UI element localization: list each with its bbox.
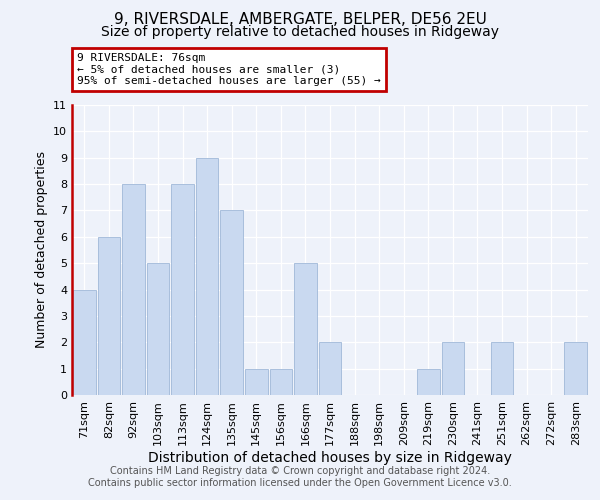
Bar	[196, 158, 218, 395]
Text: 9 RIVERSDALE: 76sqm
← 5% of detached houses are smaller (3)
95% of semi-detached: 9 RIVERSDALE: 76sqm ← 5% of detached hou…	[77, 53, 381, 86]
Bar	[73, 290, 95, 395]
Text: Size of property relative to detached houses in Ridgeway: Size of property relative to detached ho…	[101, 25, 499, 39]
Bar	[171, 184, 194, 395]
Bar	[269, 368, 292, 395]
Bar	[417, 368, 440, 395]
Bar	[98, 237, 120, 395]
Bar	[565, 342, 587, 395]
Bar	[442, 342, 464, 395]
X-axis label: Distribution of detached houses by size in Ridgeway: Distribution of detached houses by size …	[148, 450, 512, 464]
Bar	[491, 342, 514, 395]
Bar	[122, 184, 145, 395]
Bar	[294, 263, 317, 395]
Y-axis label: Number of detached properties: Number of detached properties	[35, 152, 47, 348]
Bar	[319, 342, 341, 395]
Bar	[220, 210, 243, 395]
Text: 9, RIVERSDALE, AMBERGATE, BELPER, DE56 2EU: 9, RIVERSDALE, AMBERGATE, BELPER, DE56 2…	[113, 12, 487, 28]
Text: Contains HM Land Registry data © Crown copyright and database right 2024.
Contai: Contains HM Land Registry data © Crown c…	[88, 466, 512, 487]
Bar	[146, 263, 169, 395]
Bar	[245, 368, 268, 395]
